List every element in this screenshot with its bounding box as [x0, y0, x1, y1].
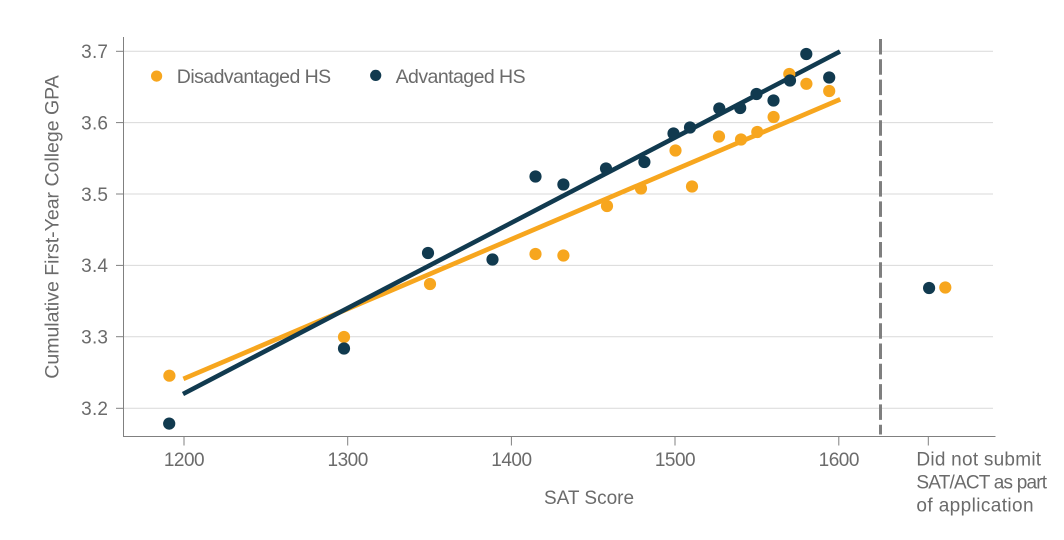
svg-text:SAT/ACT as part: SAT/ACT as part	[916, 472, 1047, 493]
svg-text:3.4: 3.4	[81, 256, 108, 277]
svg-text:3.6: 3.6	[81, 113, 108, 134]
svg-text:Did not submit: Did not submit	[916, 449, 1041, 470]
svg-text:1300: 1300	[328, 450, 368, 471]
svg-text:3.2: 3.2	[81, 399, 108, 420]
svg-text:3.5: 3.5	[81, 185, 108, 206]
svg-text:3.3: 3.3	[81, 328, 108, 349]
svg-text:SAT Score: SAT Score	[544, 488, 634, 509]
svg-text:3.7: 3.7	[81, 42, 108, 63]
svg-text:1200: 1200	[164, 450, 204, 471]
svg-text:Advantaged HS: Advantaged HS	[396, 66, 526, 88]
svg-text:of application: of application	[916, 495, 1034, 516]
svg-text:Cumulative First-Year College: Cumulative First-Year College GPA	[42, 75, 64, 378]
svg-text:Disadvantaged HS: Disadvantaged HS	[177, 66, 331, 88]
svg-text:1500: 1500	[655, 450, 695, 471]
svg-text:1400: 1400	[491, 450, 531, 471]
svg-text:1600: 1600	[819, 450, 859, 471]
